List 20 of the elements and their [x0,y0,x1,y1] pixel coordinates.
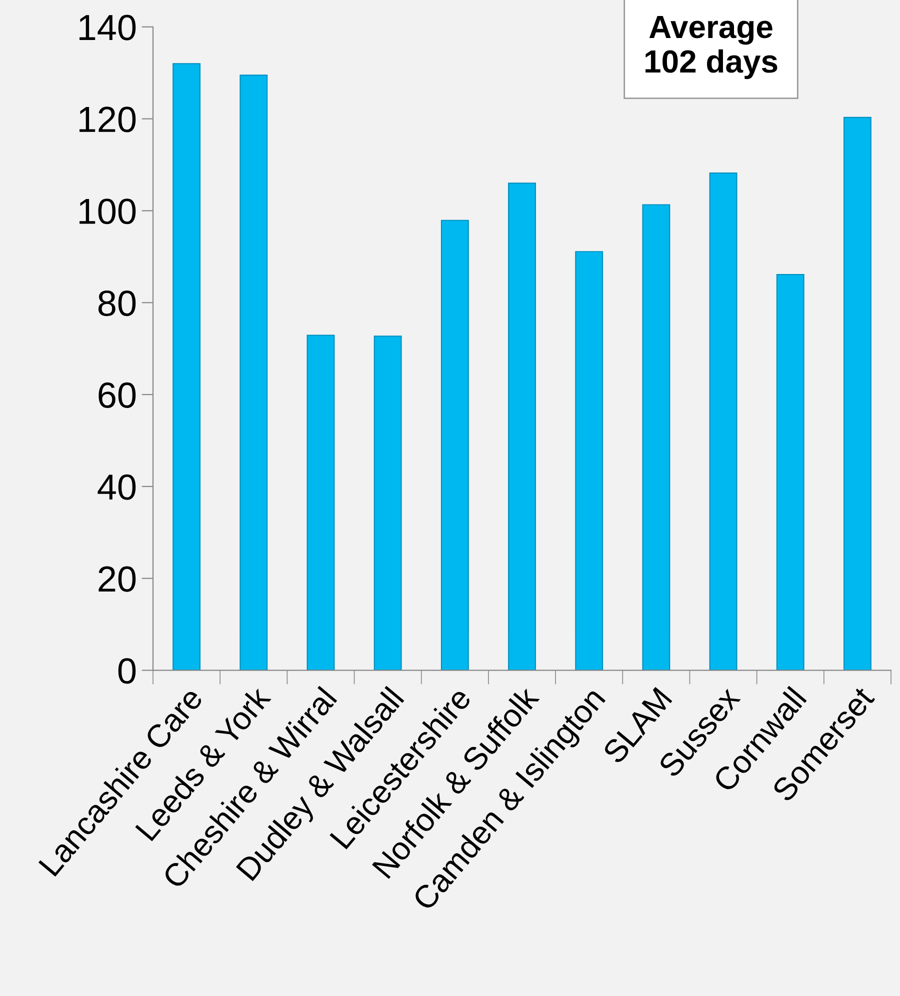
bar [172,63,201,670]
bar [642,204,670,670]
y-tick-label: 20 [98,566,136,592]
y-tick-label: 100 [80,198,136,224]
bar [306,334,335,670]
bar [709,172,738,670]
bar [440,220,469,670]
y-tick-label: 80 [98,290,136,316]
bar [508,182,536,670]
bar [776,274,804,670]
bar [575,251,604,670]
y-tick-label: 120 [80,106,136,132]
bar [374,336,402,670]
annotation: Average 102 days [646,16,778,80]
y-tick-label: 140 [80,14,136,40]
y-tick-label: 0 [118,658,136,684]
y-tick-label: 40 [98,474,136,500]
bar [240,74,268,670]
bar [843,116,872,670]
y-tick-label: 60 [98,382,136,408]
